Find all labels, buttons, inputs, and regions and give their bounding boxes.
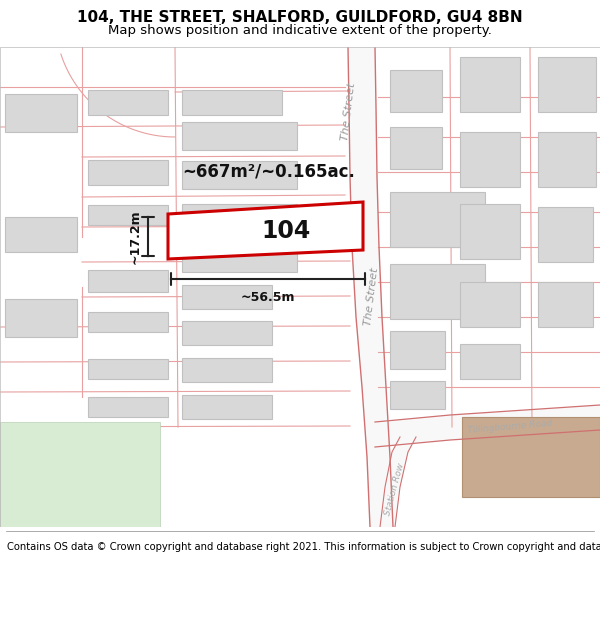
Bar <box>182 204 297 232</box>
Bar <box>390 70 442 112</box>
Bar <box>538 282 593 327</box>
Bar <box>390 331 445 369</box>
Text: Map shows position and indicative extent of the property.: Map shows position and indicative extent… <box>108 24 492 37</box>
Text: ~56.5m: ~56.5m <box>241 291 295 304</box>
Text: ~17.2m: ~17.2m <box>129 209 142 264</box>
Bar <box>460 57 520 112</box>
Bar <box>182 395 272 419</box>
Bar <box>88 270 168 292</box>
Bar <box>5 217 77 252</box>
Bar <box>538 132 596 187</box>
Bar <box>5 94 77 132</box>
Bar <box>182 122 297 150</box>
Text: ~667m²/~0.165ac.: ~667m²/~0.165ac. <box>182 163 355 181</box>
Bar <box>462 417 600 497</box>
Bar <box>460 132 520 187</box>
Bar <box>182 285 272 309</box>
Text: 104, THE STREET, SHALFORD, GUILDFORD, GU4 8BN: 104, THE STREET, SHALFORD, GUILDFORD, GU… <box>77 11 523 26</box>
Bar <box>390 127 442 169</box>
Text: Tillingbourne Road: Tillingbourne Road <box>467 419 553 435</box>
Bar <box>5 299 77 337</box>
Bar <box>88 359 168 379</box>
Polygon shape <box>168 202 363 259</box>
Bar <box>88 160 168 185</box>
Bar <box>88 312 168 332</box>
Bar <box>390 192 485 247</box>
Bar <box>88 397 168 417</box>
Bar <box>88 90 168 115</box>
Bar <box>182 90 282 115</box>
Bar <box>460 344 520 379</box>
Bar <box>182 321 272 345</box>
Polygon shape <box>348 47 393 527</box>
Text: The Street: The Street <box>364 268 380 327</box>
Bar <box>390 381 445 409</box>
Bar <box>182 161 297 189</box>
Bar <box>182 244 297 272</box>
Bar <box>182 358 272 382</box>
Text: 104: 104 <box>261 219 310 243</box>
Bar <box>538 57 596 112</box>
Bar <box>460 282 520 327</box>
Text: Station Row: Station Row <box>383 462 406 516</box>
Text: Contains OS data © Crown copyright and database right 2021. This information is : Contains OS data © Crown copyright and d… <box>7 542 600 552</box>
Polygon shape <box>0 422 160 527</box>
Bar <box>88 205 168 225</box>
Polygon shape <box>375 405 600 447</box>
Polygon shape <box>380 437 416 527</box>
Bar <box>538 207 593 262</box>
Bar <box>460 204 520 259</box>
Text: The Street: The Street <box>340 82 358 142</box>
Bar <box>390 264 485 319</box>
